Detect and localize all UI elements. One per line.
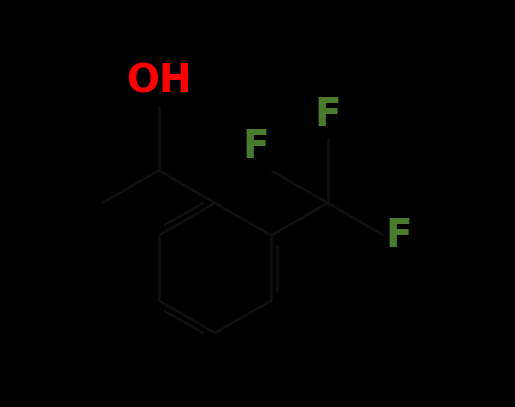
Text: F: F xyxy=(243,129,269,166)
Text: F: F xyxy=(386,217,413,254)
Text: F: F xyxy=(314,96,341,134)
Text: OH: OH xyxy=(126,63,192,101)
